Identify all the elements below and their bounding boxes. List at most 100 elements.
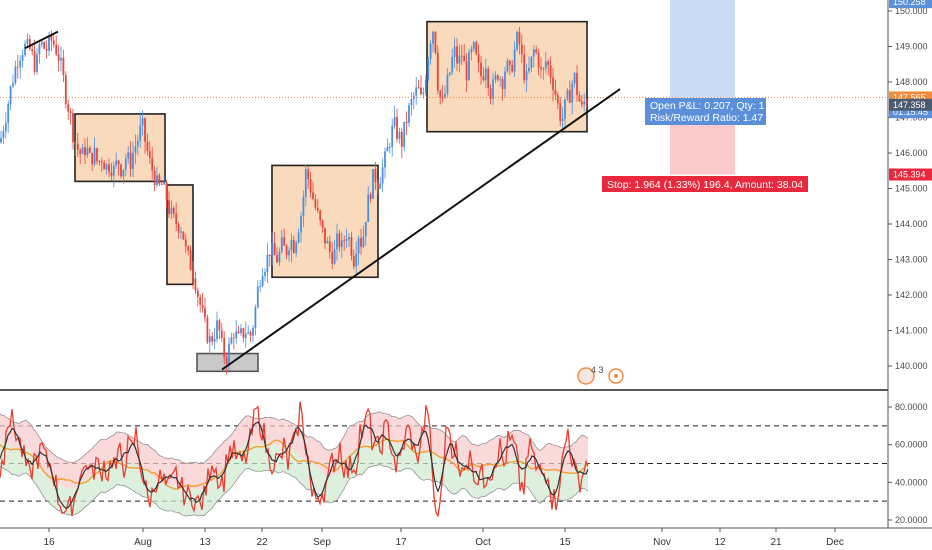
orange-range-box[interactable]: [74, 113, 166, 183]
bull-candle: [0, 137, 2, 143]
date-tick-label: Nov: [653, 537, 671, 548]
time-axis: 16 Aug 13 22 Sep 17 Oct 15 Nov 12 21 Dec: [0, 527, 932, 548]
bull-candle: [9, 86, 12, 104]
bull-candle: [302, 196, 305, 216]
bull-candle: [290, 240, 293, 251]
bull-candle: [81, 147, 84, 154]
bull-candle: [362, 236, 365, 247]
orange-range-box[interactable]: [166, 184, 194, 286]
rectangle-drawings[interactable]: [74, 20, 588, 373]
bull-candle: [240, 328, 242, 333]
bull-candle: [453, 46, 456, 57]
bear-candle: [249, 332, 252, 336]
bull-candle: [2, 131, 5, 138]
bear-candle: [465, 61, 468, 81]
price-tag-label: 147.358: [893, 100, 926, 110]
bear-candle: [28, 39, 31, 50]
flag-icon[interactable]: [577, 367, 595, 385]
date-tick-label: 21: [770, 537, 782, 548]
trendline-drawings[interactable]: [24, 30, 621, 371]
bear-candle: [316, 207, 319, 211]
bear-candle: [518, 32, 521, 45]
bear-candle: [232, 337, 235, 339]
bear-candle: [151, 157, 154, 171]
bull-candle: [403, 121, 406, 147]
oscillator-pane: [0, 401, 888, 518]
bear-candle: [482, 76, 485, 81]
bull-candle: [36, 54, 38, 72]
bear-candle: [547, 61, 550, 66]
bull-candle: [132, 153, 134, 169]
bull-candle: [427, 58, 430, 80]
bear-candle: [144, 118, 146, 142]
events-icon[interactable]: 4 3: [577, 365, 624, 385]
bull-candle: [300, 215, 302, 233]
bull-candle: [170, 207, 173, 215]
bear-candle: [360, 238, 362, 247]
bear-candle: [321, 220, 324, 228]
bear-candle: [535, 49, 538, 53]
bull-candle: [458, 55, 461, 64]
bear-candle: [16, 66, 19, 68]
bull-candle: [141, 118, 144, 126]
bear-candle: [312, 192, 314, 200]
date-tick-label: 12: [714, 537, 726, 548]
bull-candle: [213, 339, 216, 342]
trendline[interactable]: [24, 30, 59, 50]
bear-candle: [511, 65, 514, 72]
bull-candle: [506, 60, 509, 72]
bear-candle: [556, 94, 559, 104]
bull-candle: [134, 146, 137, 154]
bear-candle: [283, 237, 286, 246]
bear-candle: [523, 54, 526, 81]
bear-candle: [554, 89, 557, 95]
bull-candle: [40, 42, 43, 45]
trendline[interactable]: [221, 88, 621, 371]
bear-candle: [108, 164, 110, 173]
bull-candle: [564, 99, 566, 119]
bull-candle: [446, 74, 449, 94]
bull-candle: [266, 254, 269, 272]
bull-candle: [484, 68, 487, 81]
bear-candle: [67, 104, 70, 112]
bull-candle: [573, 73, 576, 84]
orange-range-box[interactable]: [271, 164, 379, 279]
bull-candle: [230, 337, 233, 344]
bull-candle: [4, 123, 7, 132]
long-position-tool[interactable]: [670, 0, 735, 175]
profit-zone[interactable]: [670, 0, 735, 98]
bear-candle: [273, 243, 276, 256]
bear-candle: [343, 240, 346, 242]
bull-candle: [252, 328, 254, 336]
orange-range-box[interactable]: [426, 20, 588, 133]
bear-candle: [489, 87, 492, 100]
bear-candle: [76, 143, 79, 150]
osc-tick-label: 40.0000: [895, 477, 928, 487]
price-tick-label: 145.000: [895, 184, 928, 194]
bull-candle: [19, 60, 22, 67]
upper-band-line: [0, 411, 589, 464]
bull-candle: [412, 95, 415, 100]
risk-reward-label: Risk/Reward Ratio: 1.47: [650, 112, 763, 124]
bear-candle: [578, 94, 581, 102]
bear-candle: [420, 87, 422, 95]
price-tag-label: 150.258: [893, 0, 926, 7]
bear-candle: [72, 113, 74, 143]
bear-candle: [580, 101, 583, 105]
osc-tick-label: 20.0000: [895, 515, 928, 525]
bear-candle: [225, 357, 228, 365]
date-tick-label: 16: [43, 537, 55, 548]
bull-candle: [415, 87, 418, 96]
bear-candle: [324, 227, 326, 244]
bull-candle: [391, 125, 394, 147]
bear-candle: [43, 42, 46, 49]
price-tag-label: 147.565: [893, 92, 926, 102]
stop-info-box: [602, 176, 808, 192]
bear-candle: [292, 240, 295, 253]
bear-candle: [103, 162, 106, 170]
position-info-box: [645, 98, 766, 125]
bull-candle: [93, 148, 96, 165]
price-tag: [889, 0, 932, 9]
bear-candle: [268, 254, 271, 257]
